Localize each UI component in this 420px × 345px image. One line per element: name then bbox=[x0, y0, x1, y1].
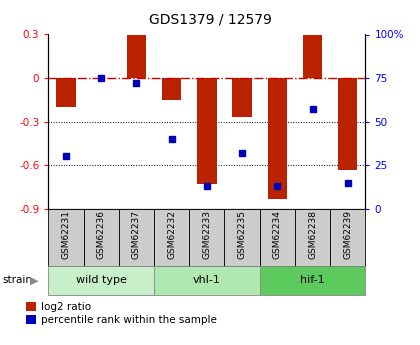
Bar bbox=[303, 34, 322, 78]
Bar bbox=[127, 34, 146, 78]
Text: hif-1: hif-1 bbox=[300, 275, 325, 285]
Bar bbox=[260, 209, 295, 266]
Text: GSM62237: GSM62237 bbox=[132, 210, 141, 259]
Bar bbox=[330, 209, 365, 266]
Text: wild type: wild type bbox=[76, 275, 126, 285]
Bar bbox=[260, 266, 365, 295]
Bar bbox=[338, 78, 357, 169]
Text: GSM62235: GSM62235 bbox=[238, 210, 247, 259]
Text: vhl-1: vhl-1 bbox=[193, 275, 221, 285]
Bar bbox=[154, 266, 260, 295]
Bar bbox=[197, 78, 217, 184]
Bar bbox=[295, 209, 330, 266]
Bar bbox=[48, 266, 154, 295]
Text: strain: strain bbox=[2, 275, 32, 285]
Bar bbox=[84, 209, 119, 266]
Legend: log2 ratio, percentile rank within the sample: log2 ratio, percentile rank within the s… bbox=[26, 302, 217, 325]
Text: GSM62231: GSM62231 bbox=[61, 210, 71, 259]
Bar bbox=[189, 209, 224, 266]
Text: GSM62232: GSM62232 bbox=[167, 210, 176, 259]
Bar bbox=[232, 78, 252, 117]
Text: GSM62234: GSM62234 bbox=[273, 210, 282, 259]
Text: GSM62239: GSM62239 bbox=[343, 210, 352, 259]
Text: GSM62238: GSM62238 bbox=[308, 210, 317, 259]
Bar bbox=[119, 209, 154, 266]
Text: ▶: ▶ bbox=[30, 275, 39, 285]
Bar bbox=[224, 209, 260, 266]
Bar bbox=[162, 78, 181, 100]
Text: GDS1379 / 12579: GDS1379 / 12579 bbox=[149, 12, 271, 26]
Bar bbox=[56, 78, 76, 107]
Bar bbox=[268, 78, 287, 199]
Bar bbox=[48, 209, 84, 266]
Text: GSM62233: GSM62233 bbox=[202, 210, 211, 259]
Text: GSM62236: GSM62236 bbox=[97, 210, 106, 259]
Bar bbox=[154, 209, 189, 266]
